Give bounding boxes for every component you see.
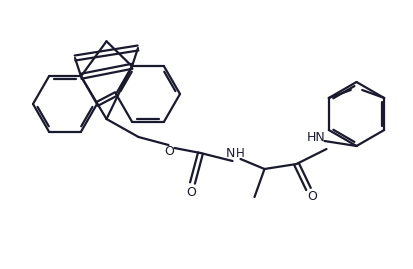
Text: O: O [164,144,174,158]
Text: H: H [235,147,244,160]
Text: HN: HN [306,130,325,143]
Text: O: O [186,186,196,200]
Text: N: N [225,147,235,160]
Text: O: O [307,190,317,204]
